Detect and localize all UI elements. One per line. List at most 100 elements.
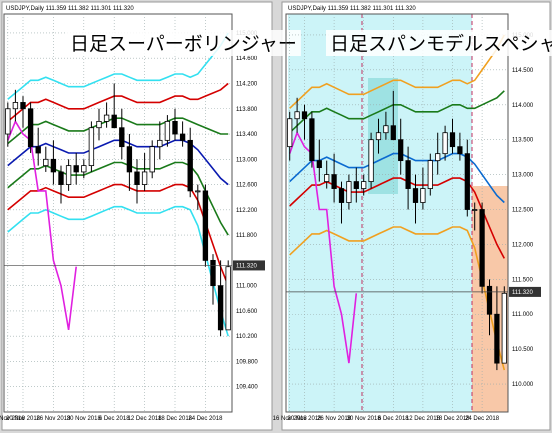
x-tick-label: 26 Nov 2018 xyxy=(317,416,352,422)
candle-body xyxy=(58,171,64,185)
x-tick-label: 18 Dec 2018 xyxy=(435,416,470,422)
candle-body xyxy=(287,118,293,148)
candle-body xyxy=(210,259,216,287)
plot-border xyxy=(3,13,233,413)
x-tick-label: 24 Dec 2018 xyxy=(188,416,223,422)
candle-body xyxy=(449,132,456,148)
candle-body xyxy=(111,114,117,129)
last-price-box xyxy=(509,286,541,297)
panel-left xyxy=(1,1,273,431)
x-tick-label: 24 Dec 2018 xyxy=(465,416,500,422)
last-price-label: 111.320 xyxy=(236,263,257,269)
candle-body xyxy=(338,188,345,203)
header: USDJPY,Daily 111.359 111.382 111.301 111… xyxy=(288,6,416,12)
indicator-line xyxy=(7,117,229,145)
candle-body xyxy=(427,160,433,189)
y-tick-label: 114.600 xyxy=(236,56,258,62)
y-tick-label: 111.500 xyxy=(512,277,533,283)
header: USDJPY,Daily 111.359 111.382 111.301 111… xyxy=(6,6,134,12)
candle-body xyxy=(472,209,478,211)
chart-title: 日足スパンモデルスペシャル xyxy=(330,33,552,55)
y-tick-label: 112.200 xyxy=(236,208,258,214)
y-tick-label: 114.000 xyxy=(512,103,534,109)
candle-body xyxy=(225,266,231,331)
last-price-box xyxy=(233,260,265,271)
candle-body xyxy=(412,188,419,203)
y-tick-label: 112.500 xyxy=(512,208,534,214)
candle-body xyxy=(361,181,367,189)
candle-body xyxy=(103,114,110,122)
candle-body xyxy=(179,133,186,141)
candle-body xyxy=(375,132,382,141)
indicator-line xyxy=(7,82,229,123)
candle-body xyxy=(149,146,155,173)
candle-body xyxy=(368,139,374,182)
plot-border xyxy=(285,13,509,413)
candle-body xyxy=(457,146,463,155)
candle-body xyxy=(486,285,493,315)
candle-body xyxy=(126,146,133,173)
candle-body xyxy=(301,111,308,120)
x-tick-label: 30 Nov 2018 xyxy=(67,416,102,422)
x-tick-label: 26 Nov 2018 xyxy=(36,416,71,422)
candle-body xyxy=(65,165,72,185)
candle-body xyxy=(309,118,315,162)
candle-body xyxy=(464,153,470,210)
candle-body xyxy=(157,139,163,148)
candle-body xyxy=(43,158,49,167)
indicator-line xyxy=(289,90,505,134)
x-tick-label: 6 Dec 2018 xyxy=(378,416,409,422)
candle-body xyxy=(195,190,201,193)
candle-body xyxy=(501,292,507,364)
candle-body xyxy=(119,127,125,148)
candle-body xyxy=(20,102,26,110)
indicator-line xyxy=(289,226,506,371)
y-tick-label: 111.000 xyxy=(512,312,533,318)
y-tick-label: 113.400 xyxy=(236,132,258,138)
y-tick-label: 110.000 xyxy=(512,382,534,388)
indicator-line xyxy=(7,119,77,331)
y-tick-label: 113.000 xyxy=(512,173,534,179)
candle-body xyxy=(324,174,330,182)
indicator-line xyxy=(289,34,506,109)
candle-body xyxy=(12,102,19,110)
x-tick-label: 18 Dec 2018 xyxy=(158,416,193,422)
y-tick-label: 113.800 xyxy=(236,107,258,113)
candle-body xyxy=(390,125,396,141)
candle-body xyxy=(202,190,209,261)
candle-body xyxy=(5,108,11,135)
candle-body xyxy=(50,158,57,173)
candle-body xyxy=(134,171,140,185)
y-tick-label: 114.200 xyxy=(236,81,258,87)
candle-body xyxy=(346,181,352,203)
indicator-line xyxy=(7,32,229,100)
x-tick-label: 30 Nov 2018 xyxy=(347,416,382,422)
title-bg xyxy=(326,30,552,56)
candle-body xyxy=(96,120,102,129)
candle-body xyxy=(187,139,193,192)
candle-body xyxy=(217,285,224,331)
x-tick-label: 16 Nov 2018 xyxy=(0,416,25,422)
x-tick-label: 16 Nov 2018 xyxy=(273,416,308,422)
candle-body xyxy=(331,174,337,189)
y-tick-label: 112.000 xyxy=(512,242,534,248)
x-tick-label: 12 Dec 2018 xyxy=(128,416,163,422)
candle-body xyxy=(164,120,171,141)
candle-body xyxy=(172,120,178,135)
candle-body xyxy=(479,209,485,287)
candle-body xyxy=(383,125,389,134)
cloud-zone xyxy=(288,14,472,412)
y-tick-label: 109.400 xyxy=(236,385,258,391)
candle-body xyxy=(405,160,411,189)
candle-body xyxy=(353,181,359,189)
chart-title: 日足スーパーボリンジャー xyxy=(70,33,297,55)
x-tick-label: 12 Dec 2018 xyxy=(406,416,441,422)
candle-body xyxy=(435,153,441,162)
candle-body xyxy=(294,111,300,120)
y-tick-label: 110.200 xyxy=(236,334,258,340)
candle-body xyxy=(81,165,87,173)
y-tick-label: 110.500 xyxy=(512,347,534,353)
candle-body xyxy=(398,139,404,162)
x-tick-label: 6 Dec 2018 xyxy=(99,416,130,422)
